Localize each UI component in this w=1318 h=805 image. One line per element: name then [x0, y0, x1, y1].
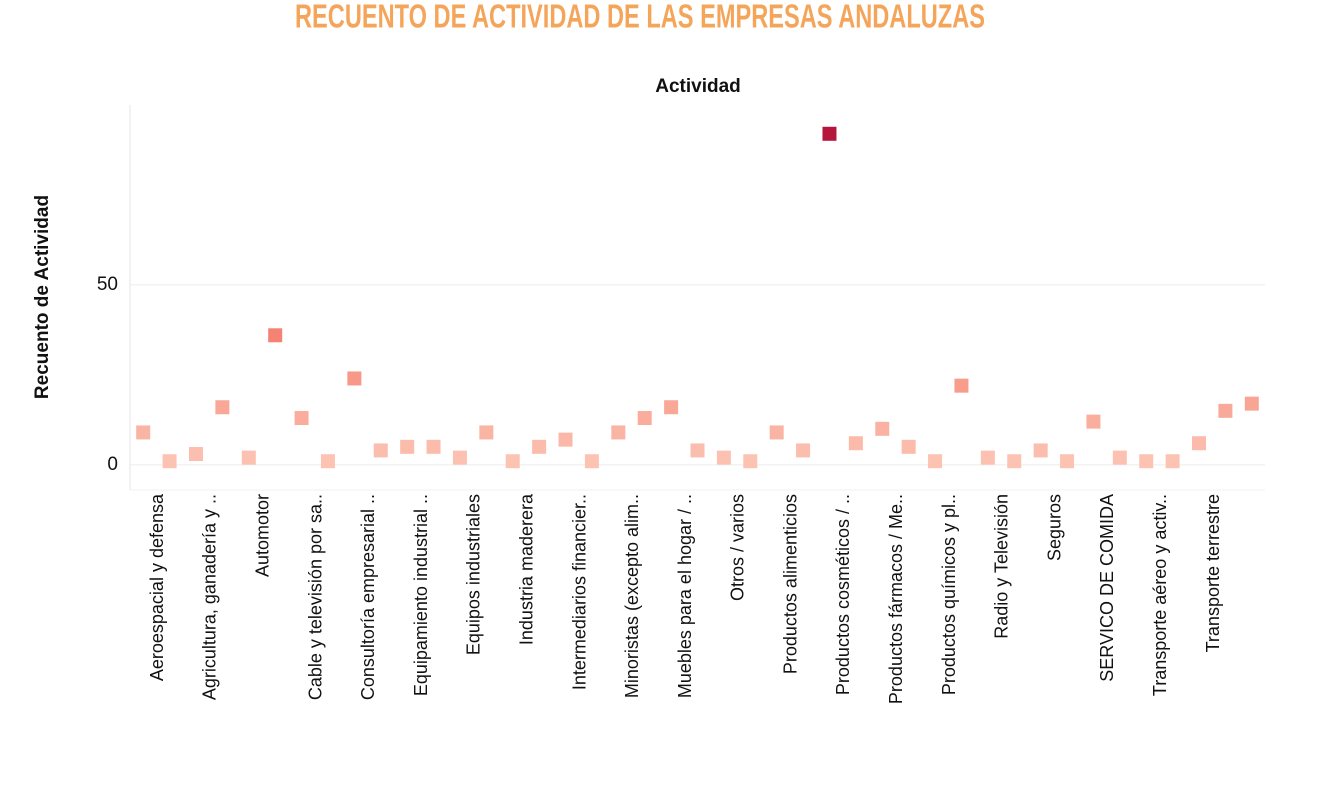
- x-tick-label: Radio y Televisión: [992, 494, 1012, 639]
- x-tick-label: Industria maderera: [516, 493, 536, 645]
- data-point: [320, 454, 335, 469]
- x-tick-label: SERVICO DE COMIDA: [1097, 494, 1117, 682]
- data-point: [1007, 454, 1022, 469]
- data-point: [637, 411, 652, 426]
- data-point: [901, 439, 916, 454]
- data-point: [928, 454, 943, 469]
- data-point: [215, 400, 230, 415]
- data-point: [268, 328, 283, 343]
- x-tick-label: Consultoría empresarial ..: [358, 494, 378, 700]
- data-point: [532, 439, 547, 454]
- x-tick-label: Equipos industriales: [464, 494, 484, 655]
- x-tick-label: Productos fármacos / Me..: [886, 494, 906, 704]
- chart-title: RECUENTO DE ACTIVIDAD DE LAS EMPRESAS AN…: [295, 0, 985, 35]
- x-tick-label: Seguros: [1044, 494, 1064, 561]
- data-point: [1139, 454, 1154, 469]
- data-point: [954, 378, 969, 393]
- data-point: [980, 450, 995, 465]
- x-tick-label: Transporte aéreo y activ..: [1150, 494, 1170, 696]
- y-tick-label: 50: [97, 274, 118, 295]
- data-point: [1165, 454, 1180, 469]
- y-tick-label: 0: [107, 454, 118, 475]
- data-point: [584, 454, 599, 469]
- data-point: [664, 400, 679, 415]
- data-point: [505, 454, 520, 469]
- data-point: [1112, 450, 1127, 465]
- data-point: [162, 454, 177, 469]
- x-tick-label: Transporte terrestre: [1203, 494, 1223, 652]
- data-point: [1060, 454, 1075, 469]
- data-point: [558, 432, 573, 447]
- x-tick-label: Minoristas (excepto alim..: [622, 494, 642, 698]
- x-tick-label: Otros / varios: [728, 494, 748, 601]
- y-axis-title: Recuento de Actividad: [32, 195, 53, 399]
- data-point: [1244, 396, 1259, 411]
- data-point: [743, 454, 758, 469]
- data-point: [822, 126, 837, 141]
- column-header: Actividad: [655, 76, 741, 97]
- data-point: [294, 411, 309, 426]
- x-tick-label: Productos químicos y pl..: [939, 494, 959, 695]
- x-tick-label: Muebles para el hogar / ..: [675, 494, 695, 698]
- x-tick-label: Agricultura, ganadería y ..: [200, 494, 220, 700]
- data-point: [716, 450, 731, 465]
- data-point: [1192, 436, 1207, 451]
- data-point: [611, 425, 626, 440]
- data-point: [241, 450, 256, 465]
- data-point: [1033, 443, 1048, 458]
- x-tick-label: Automotor: [253, 494, 273, 577]
- data-point: [479, 425, 494, 440]
- data-point: [848, 436, 863, 451]
- data-point: [769, 425, 784, 440]
- data-point: [400, 439, 415, 454]
- x-tick-label: Equipamiento industrial ..: [411, 494, 431, 696]
- x-tick-label: Cable y televisión por sa..: [305, 494, 325, 700]
- data-point: [875, 421, 890, 436]
- data-point: [136, 425, 151, 440]
- data-point: [452, 450, 467, 465]
- data-point: [796, 443, 811, 458]
- data-point: [373, 443, 388, 458]
- data-point: [690, 443, 705, 458]
- x-tick-label: Productos alimenticios: [780, 494, 800, 674]
- data-point: [1218, 403, 1233, 418]
- data-point: [188, 447, 203, 462]
- data-point: [347, 371, 362, 386]
- data-point: [426, 439, 441, 454]
- x-tick-label: Productos cosméticos / ..: [833, 494, 853, 695]
- x-tick-label: Aeroespacial y defensa: [147, 493, 167, 681]
- data-point: [1086, 414, 1101, 429]
- x-tick-label: Intermediarios financier..: [569, 494, 589, 690]
